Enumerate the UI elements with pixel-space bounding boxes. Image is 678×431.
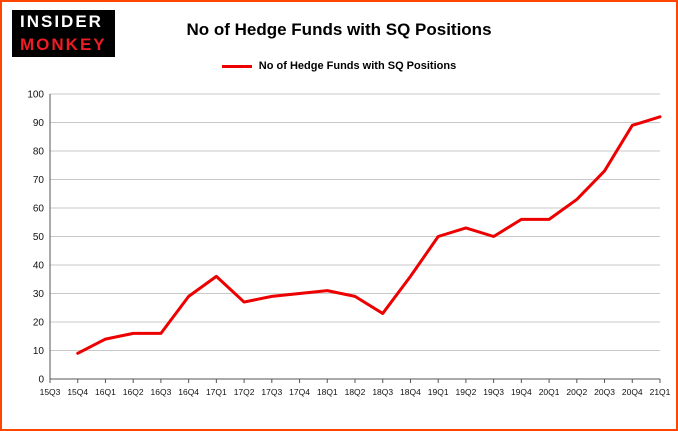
- x-tick-label: 19Q2: [456, 387, 477, 397]
- x-tick-label: 17Q4: [289, 387, 310, 397]
- insider-monkey-logo: INSIDER MONKEY: [12, 10, 115, 58]
- y-tick-label: 100: [27, 90, 44, 101]
- x-tick-label: 20Q4: [622, 387, 643, 397]
- x-tick-label: 19Q1: [428, 387, 449, 397]
- y-tick-label: 50: [33, 232, 45, 243]
- y-tick-label: 70: [33, 175, 45, 186]
- x-tick-label: 16Q1: [95, 387, 116, 397]
- logo-line-monkey: MONKEY: [12, 34, 115, 58]
- y-tick-label: 90: [33, 118, 45, 129]
- legend-line-swatch: [221, 64, 252, 68]
- x-tick-label: 15Q4: [67, 387, 88, 397]
- y-tick-label: 40: [33, 261, 45, 272]
- x-tick-label: 15Q3: [40, 387, 61, 397]
- x-tick-label: 18Q4: [400, 387, 421, 397]
- logo-line-insider: INSIDER: [12, 10, 115, 35]
- y-tick-label: 60: [33, 204, 45, 215]
- chart-svg: 0 10 20 30 40 50 60 70 80 90 100 15Q3 15Q4 16Q1 16Q2 16…: [27, 90, 671, 398]
- x-tick-label: 19Q4: [511, 387, 532, 397]
- y-tick-label: 80: [33, 147, 45, 158]
- x-tick-label: 18Q1: [317, 387, 338, 397]
- legend-label: No of Hedge Funds with SQ Positions: [258, 60, 457, 72]
- x-tick-label: 17Q3: [261, 387, 282, 397]
- x-tick-label: 17Q1: [206, 387, 227, 397]
- x-tick-label: 17Q2: [234, 387, 255, 397]
- y-tick-label: 10: [33, 346, 45, 357]
- y-tick-label: 20: [33, 318, 45, 329]
- chart-area: 0 10 20 30 40 50 60 70 80 90 100 15Q3 15Q4 16Q1 16Q2 16…: [10, 84, 672, 424]
- x-tick-label: 18Q3: [372, 387, 393, 397]
- x-tick-label: 20Q1: [539, 387, 560, 397]
- data-line: [76, 115, 662, 355]
- legend: No of Hedge Funds with SQ Positions: [2, 60, 676, 72]
- x-tick-label: 19Q3: [483, 387, 504, 397]
- x-tick-label: 21Q1: [650, 387, 671, 397]
- x-tick-label: 20Q3: [594, 387, 615, 397]
- y-tick-label: 30: [33, 289, 45, 300]
- y-tick-label: 0: [38, 375, 44, 386]
- x-tick-label: 16Q2: [123, 387, 144, 397]
- x-tick-label: 18Q2: [345, 387, 366, 397]
- x-tick-label: 16Q4: [178, 387, 199, 397]
- x-tick-label: 20Q2: [566, 387, 587, 397]
- chart-title: No of Hedge Funds with SQ Positions: [186, 20, 492, 39]
- x-tick-label: 16Q3: [151, 387, 172, 397]
